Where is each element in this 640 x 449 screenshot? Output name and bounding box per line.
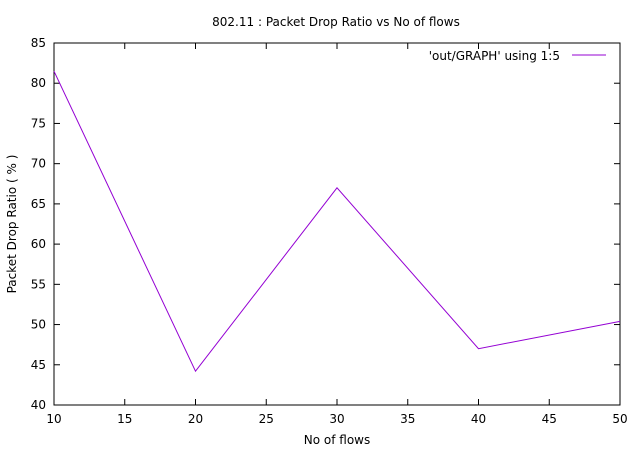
series-layer [53, 70, 621, 373]
x-tick-label: 50 [612, 412, 627, 426]
x-tick-label: 35 [400, 412, 415, 426]
x-tick-label: 45 [542, 412, 557, 426]
legend-label-series-1: 'out/GRAPH' using 1:5 [429, 49, 560, 63]
y-tick-label: 80 [31, 76, 46, 90]
x-tick-label: 20 [188, 412, 203, 426]
x-tick-label: 15 [117, 412, 132, 426]
x-tick-label: 10 [46, 412, 61, 426]
y-tick-label: 50 [31, 318, 46, 332]
legend: 'out/GRAPH' using 1:5 [429, 49, 606, 63]
y-tick-label: 40 [31, 398, 46, 412]
y-tick-label: 75 [31, 116, 46, 130]
plot-frame [53, 42, 621, 406]
series-line-1 [53, 70, 621, 373]
x-tick-label: 25 [259, 412, 274, 426]
y-tick-label: 65 [31, 197, 46, 211]
x-axis-label: No of flows [304, 433, 370, 447]
y-tick-label: 45 [31, 358, 46, 372]
x-axis: 10 15 20 25 30 35 40 45 50 [46, 43, 628, 426]
x-tick-label: 40 [471, 412, 486, 426]
y-tick-label: 60 [31, 237, 46, 251]
y-tick-label: 70 [31, 157, 46, 171]
y-tick-label: 85 [31, 36, 46, 50]
y-tick-label: 55 [31, 277, 46, 291]
y-axis-label: Packet Drop Ratio ( % ) [5, 155, 19, 294]
chart-title: 802.11 : Packet Drop Ratio vs No of flow… [212, 15, 460, 29]
x-tick-label: 30 [329, 412, 344, 426]
y-axis: 40 45 50 55 60 65 70 75 80 85 [31, 36, 620, 412]
